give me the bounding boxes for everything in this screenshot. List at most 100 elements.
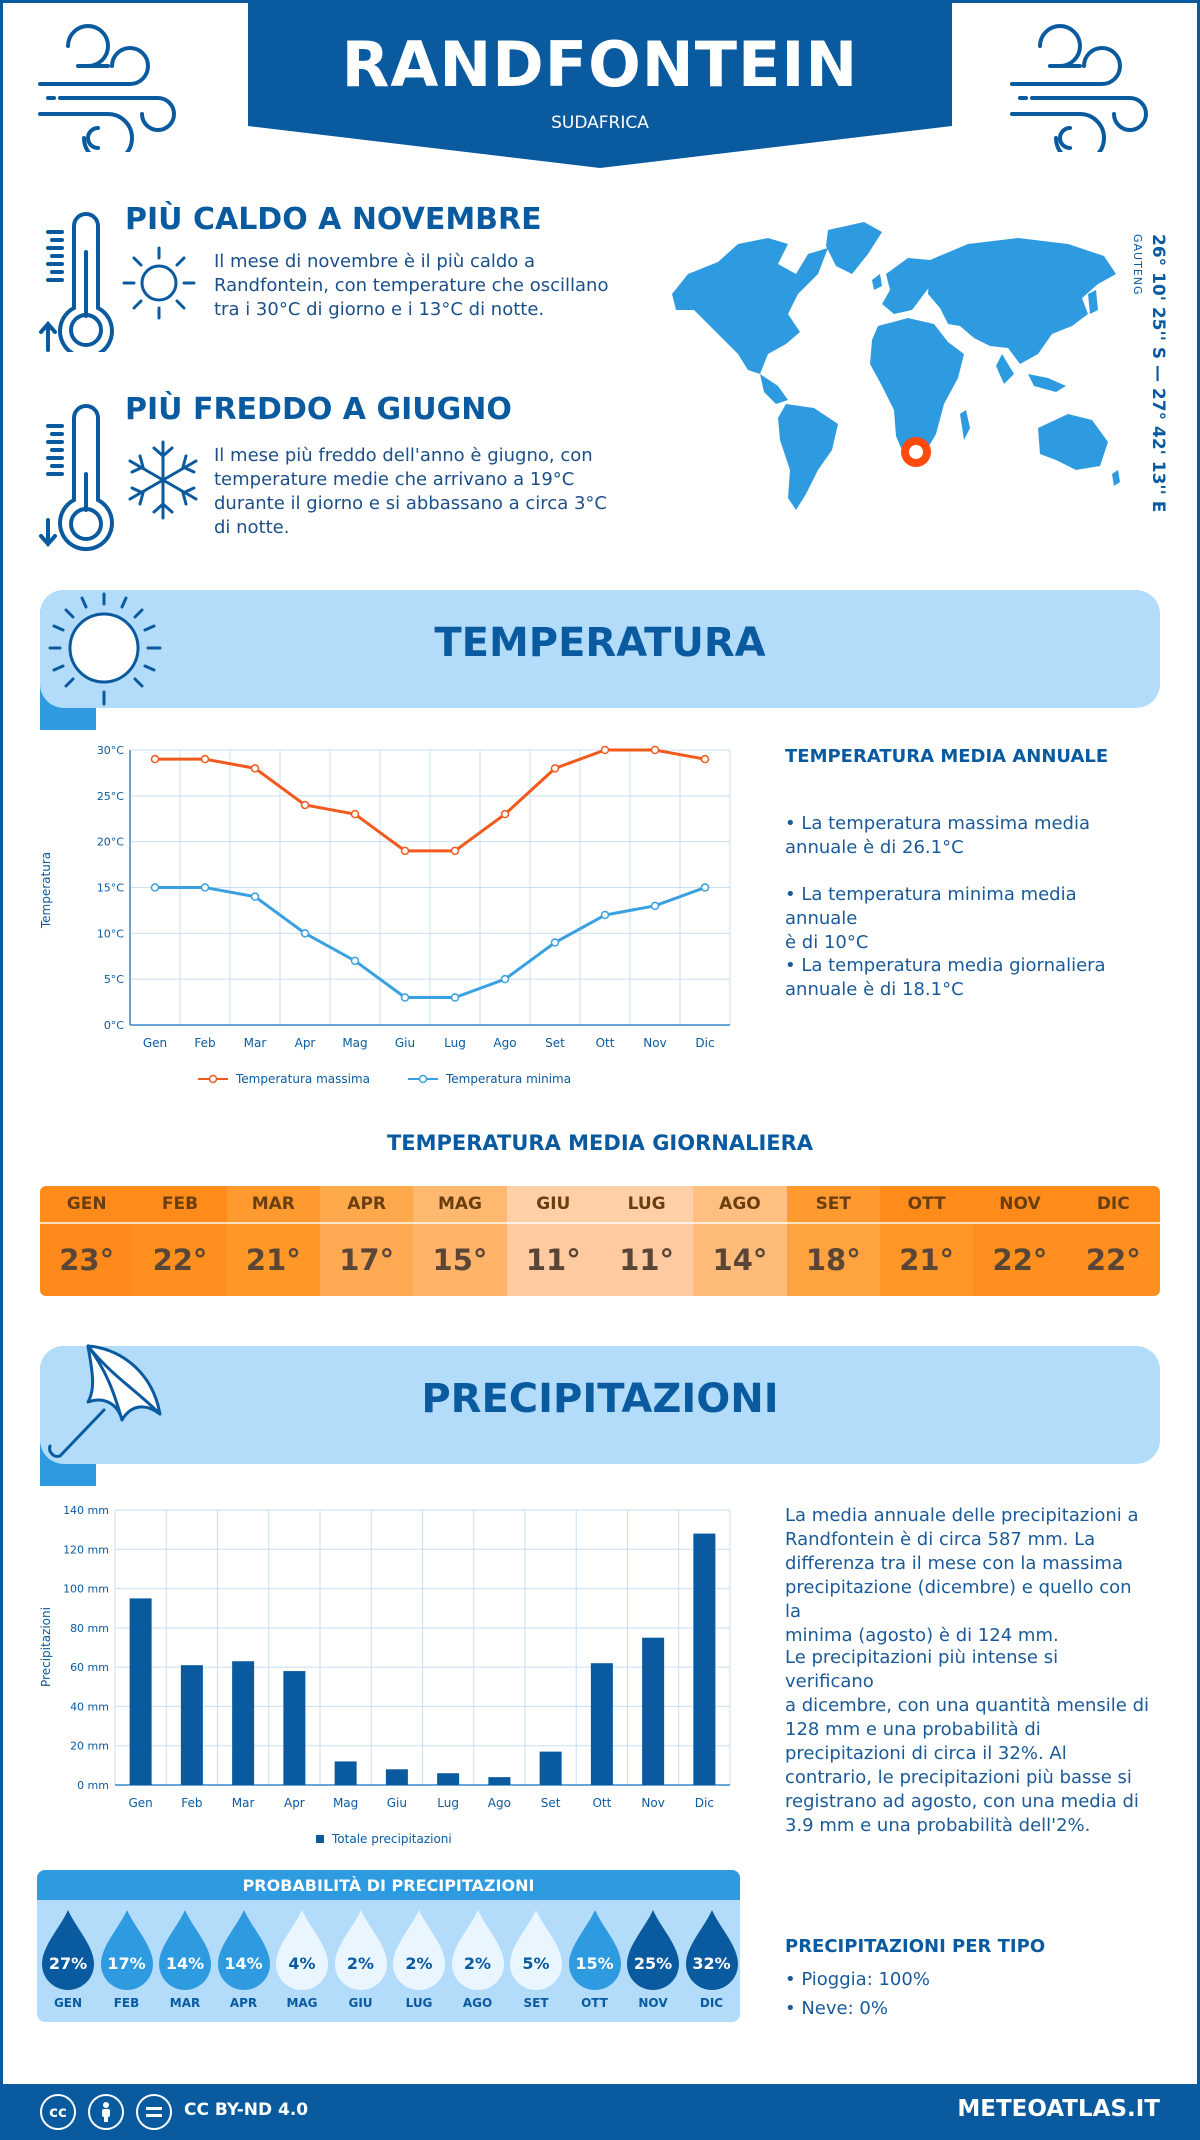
x-tick-label: Nov bbox=[641, 1796, 664, 1810]
probability-month: AGO bbox=[462, 1996, 493, 2010]
world-map bbox=[672, 222, 1120, 510]
daily-cell: MAG 15° bbox=[413, 1186, 507, 1296]
y-tick-label: 25°C bbox=[97, 790, 124, 803]
data-point bbox=[400, 993, 410, 1002]
probability-drop: 2% LUG bbox=[391, 1908, 447, 2018]
chart-grid bbox=[114, 1509, 731, 1786]
probability-drop: 2% GIU bbox=[333, 1908, 389, 2018]
daily-month: NOV bbox=[973, 1186, 1067, 1224]
country-subtitle: SUDAFRICA bbox=[551, 113, 649, 133]
y-tick-label: 5°C bbox=[104, 973, 124, 986]
temperature-chart: 0°C 5°C 10°C 15°C 20°C 25°C 30°C Gen Feb Mar Apr M… bbox=[39, 744, 731, 1086]
probability-month: NOV bbox=[638, 1996, 668, 2010]
probability-value: 5% bbox=[522, 1954, 550, 1973]
wind-icon bbox=[38, 24, 176, 152]
daily-cell: DIC 22° bbox=[1066, 1186, 1160, 1296]
data-point bbox=[700, 754, 710, 764]
type-rain: • Pioggia: 100% bbox=[785, 1969, 930, 1990]
daily-value: 14° bbox=[693, 1224, 787, 1296]
by-icon bbox=[88, 2094, 124, 2130]
precip-title: PRECIPITAZIONI bbox=[421, 1376, 779, 1422]
data-point bbox=[300, 800, 310, 810]
precip-bar bbox=[642, 1637, 665, 1785]
data-point bbox=[700, 883, 710, 892]
sun-icon bbox=[48, 592, 162, 706]
probability-value: 27% bbox=[48, 1954, 88, 1973]
precip-bar bbox=[334, 1761, 357, 1785]
daily-temp-table: GEN 23° FEB 22° MAR 21° APR 17° MAG 15° GIU 11° LUG 1… bbox=[40, 1186, 1160, 1296]
x-tick-label: Feb bbox=[181, 1796, 202, 1810]
daily-month: DIC bbox=[1066, 1186, 1160, 1224]
chart-legend: Temperatura massima Temperatura minima bbox=[198, 1072, 571, 1086]
daily-cell: LUG 11° bbox=[599, 1186, 694, 1296]
raindrop-icon bbox=[334, 1910, 387, 1990]
x-tick-label: Gen bbox=[143, 1036, 167, 1050]
raindrop-icon bbox=[217, 1910, 270, 1990]
type-snow: • Neve: 0% bbox=[785, 1998, 888, 2019]
daily-month: MAR bbox=[226, 1186, 320, 1224]
y-tick-label: 15°C bbox=[97, 882, 124, 895]
daily-month: LUG bbox=[599, 1186, 694, 1224]
y-axis-label: Precipitazioni bbox=[39, 1607, 53, 1687]
cc-icon: cc bbox=[40, 2094, 76, 2130]
probability-month: APR bbox=[229, 1996, 258, 2010]
probability-drops: 27% GEN 17% FEB 14% MAR 14% APR 4% MAG 2% GIU 2% LUG 2… bbox=[40, 1908, 740, 2018]
header-banner bbox=[248, 0, 952, 168]
daily-value: 17° bbox=[319, 1224, 414, 1296]
region-text: GAUTENG bbox=[1131, 234, 1144, 296]
daily-cell: GIU 11° bbox=[506, 1186, 600, 1296]
probability-month: GIU bbox=[348, 1996, 373, 2010]
probability-drop: 5% SET bbox=[508, 1908, 564, 2018]
precip-bar bbox=[590, 1663, 613, 1785]
daily-value: 21° bbox=[226, 1224, 320, 1296]
raindrop-icon bbox=[568, 1910, 621, 1990]
x-tick-label: Mar bbox=[232, 1796, 255, 1810]
probability-month: DIC bbox=[699, 1996, 724, 2010]
y-tick-label: 40 mm bbox=[70, 1700, 109, 1713]
data-point bbox=[500, 809, 510, 819]
daily-cell: APR 17° bbox=[319, 1186, 414, 1296]
precip-section-header bbox=[40, 1346, 1160, 1464]
series-bars bbox=[129, 1533, 716, 1785]
data-point bbox=[400, 846, 410, 856]
y-axis-ticks: 0 mm 20 mm 40 mm 60 mm 80 mm 100 mm 120 mm 140 … bbox=[63, 1504, 109, 1792]
daily-value: 18° bbox=[786, 1224, 880, 1296]
series-line-min bbox=[155, 886, 706, 999]
daily-month: AGO bbox=[693, 1186, 787, 1224]
x-tick-label: Gen bbox=[128, 1796, 152, 1810]
probability-drop: 25% NOV bbox=[625, 1908, 681, 2018]
x-tick-label: Ago bbox=[493, 1036, 516, 1050]
x-tick-label: Lug bbox=[444, 1036, 466, 1050]
precip-bar bbox=[129, 1598, 152, 1785]
nd-icon bbox=[136, 2094, 172, 2130]
probability-month: MAG bbox=[286, 1996, 318, 2010]
data-point bbox=[450, 846, 460, 856]
data-point bbox=[150, 754, 160, 764]
precip-types-title: PRECIPITAZIONI PER TIPO bbox=[785, 1936, 1046, 1957]
annual-stat-mean: • La temperatura media giornaliera annual… bbox=[785, 955, 1106, 1000]
x-tick-label: Dic bbox=[695, 1036, 714, 1050]
data-point bbox=[250, 892, 260, 901]
x-tick-label: Ago bbox=[488, 1796, 511, 1810]
data-point bbox=[550, 764, 560, 773]
y-axis-ticks: 0°C 5°C 10°C 15°C 20°C 25°C 30°C bbox=[97, 744, 124, 1032]
x-tick-label: Dic bbox=[695, 1796, 714, 1810]
probability-month: FEB bbox=[113, 1996, 140, 2010]
data-point bbox=[350, 809, 360, 819]
x-tick-label: Apr bbox=[295, 1036, 316, 1050]
daily-month: MAG bbox=[413, 1186, 507, 1224]
coordinates: 26° 10' 25'' S — 27° 42' 13'' E GAUTENG bbox=[1131, 234, 1174, 512]
precip-bar bbox=[385, 1769, 408, 1785]
probability-drop: 27% GEN bbox=[40, 1908, 96, 2018]
daily-cell: MAR 21° bbox=[226, 1186, 320, 1296]
site-link[interactable]: METEOATLAS.IT bbox=[957, 2096, 1160, 2122]
daily-cell: AGO 14° bbox=[693, 1186, 787, 1296]
x-axis-ticks: Gen Feb Mar Apr Mag Giu Lug Ago Set Ott Nov Dic bbox=[143, 1036, 715, 1050]
daily-cell: SET 18° bbox=[786, 1186, 880, 1296]
raindrop-icon bbox=[685, 1910, 738, 1990]
data-point bbox=[600, 745, 610, 755]
probability-value: 2% bbox=[346, 1954, 375, 1973]
series-line-max bbox=[155, 748, 706, 853]
y-tick-label: 10°C bbox=[97, 927, 124, 940]
y-tick-label: 140 mm bbox=[63, 1504, 109, 1517]
